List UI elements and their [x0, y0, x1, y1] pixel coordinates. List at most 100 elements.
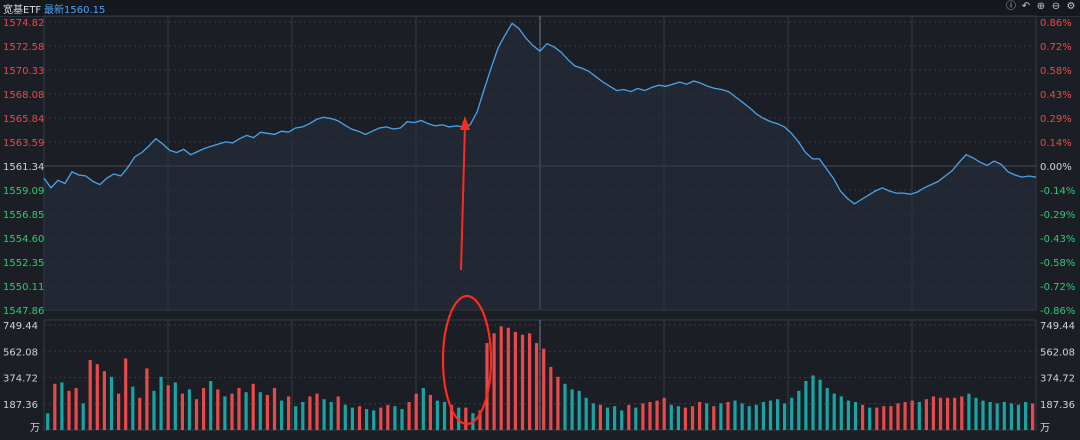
volume-bar — [315, 393, 319, 430]
volume-bar — [428, 395, 432, 430]
percent-tick-label: 0.00% — [1040, 162, 1072, 173]
volume-bar — [152, 390, 156, 430]
volume-bar — [613, 406, 617, 430]
volume-bar — [726, 402, 730, 430]
volume-bar — [230, 393, 234, 430]
annotation-arrowhead — [460, 116, 470, 130]
volume-bar — [698, 402, 702, 430]
volume-tick-label-right: 187.36 — [1040, 400, 1075, 411]
volume-bar — [350, 407, 354, 430]
volume-bar — [450, 404, 454, 430]
volume-bar — [287, 396, 291, 430]
volume-bar — [209, 381, 213, 430]
volume-bar — [194, 399, 199, 430]
volume-bar — [109, 376, 114, 430]
volume-bar — [74, 388, 78, 430]
volume-bar — [662, 397, 666, 430]
volume-bar — [506, 327, 510, 430]
percent-tick-label: -0.14% — [1040, 186, 1075, 197]
volume-bar — [81, 403, 85, 430]
volume-bar — [258, 392, 262, 430]
volume-bar — [563, 383, 567, 430]
price-tick-label: 1570.33 — [3, 66, 44, 77]
percent-tick-label: -0.72% — [1040, 282, 1075, 293]
volume-bar — [528, 333, 532, 430]
zoom-out-icon[interactable]: ⊖ — [1051, 1, 1061, 12]
volume-bar — [761, 402, 765, 430]
settings-icon[interactable]: ⚙ — [1066, 1, 1076, 12]
volume-bar — [605, 407, 610, 430]
volume-bar — [953, 397, 957, 430]
volume-bar — [839, 396, 843, 430]
volume-tick-label-right: 749.44 — [1040, 321, 1075, 332]
volume-bar — [117, 393, 121, 430]
volume-bar — [705, 403, 709, 430]
volume-bar — [995, 403, 999, 430]
volume-bar — [1002, 402, 1006, 430]
volume-bar — [818, 379, 822, 430]
volume-bar — [655, 400, 659, 430]
price-area — [44, 23, 1036, 311]
volume-bar — [365, 409, 369, 430]
volume-unit-label: 万 — [30, 423, 40, 434]
volume-bar — [676, 406, 680, 430]
axis-labels: 1574.82 0.86% 1572.58 0.72% 1570.33 0.58% 1568… — [3, 18, 1075, 434]
volume-bar — [733, 400, 737, 430]
volume-bar — [1016, 404, 1021, 430]
annotation-arrow — [460, 123, 466, 271]
volume-bar — [577, 390, 581, 430]
volume-bar — [435, 400, 439, 430]
volume-bar — [386, 404, 390, 430]
price-tick-label: 1556.85 — [3, 210, 44, 221]
volume-bar — [464, 407, 468, 430]
volume-bar — [251, 383, 255, 430]
percent-tick-label: 0.72% — [1040, 42, 1072, 53]
volume-bar — [180, 393, 184, 430]
price-tick-label: 1547.86 — [3, 306, 44, 317]
volume-bar — [379, 407, 383, 430]
percent-tick-label: 0.14% — [1040, 138, 1072, 149]
volume-bar — [938, 397, 943, 430]
volume-bar — [280, 400, 284, 430]
volume-bar — [187, 389, 191, 430]
price-tick-label: 1574.82 — [3, 18, 44, 29]
volume-bar — [868, 407, 872, 430]
price-tick-label: 1554.60 — [3, 234, 44, 245]
volume-bar — [294, 406, 298, 430]
volume-bar — [336, 396, 340, 430]
undo-icon[interactable]: ↶ — [1021, 1, 1031, 12]
price-tick-label: 1572.58 — [3, 42, 44, 53]
volume-bar — [329, 402, 333, 430]
percent-tick-label: -0.58% — [1040, 258, 1075, 269]
latest-price-label: 最新1560.15 — [44, 5, 106, 16]
volume-bar — [648, 402, 652, 430]
volume-bar — [357, 406, 362, 430]
volume-bar — [173, 382, 177, 430]
volume-bar — [520, 334, 525, 430]
volume-bar — [690, 406, 695, 430]
volume-bar — [414, 393, 418, 430]
volume-bar — [783, 403, 787, 430]
zoom-in-icon[interactable]: ⊕ — [1036, 1, 1046, 12]
volume-bar — [124, 358, 128, 430]
info-icon[interactable]: ⓘ — [1006, 1, 1016, 12]
volume-bar — [301, 402, 305, 430]
volume-tick-label: 374.72 — [3, 374, 38, 385]
price-tick-label: 1559.09 — [3, 186, 44, 197]
volume-bar — [556, 376, 560, 430]
volume-bar — [924, 399, 928, 430]
volume-bar — [846, 400, 850, 430]
volume-bar — [95, 364, 99, 430]
volume-bar — [641, 403, 645, 430]
volume-bar — [1009, 403, 1013, 430]
volume-bar — [896, 403, 900, 430]
volume-tick-label-right: 374.72 — [1040, 374, 1075, 385]
volume-bar — [542, 348, 546, 430]
volume-bar — [570, 389, 574, 430]
volume-bar — [53, 383, 57, 430]
price-tick-label: 1550.11 — [3, 282, 44, 293]
volume-bar — [549, 367, 553, 430]
volume-bar — [804, 381, 808, 430]
